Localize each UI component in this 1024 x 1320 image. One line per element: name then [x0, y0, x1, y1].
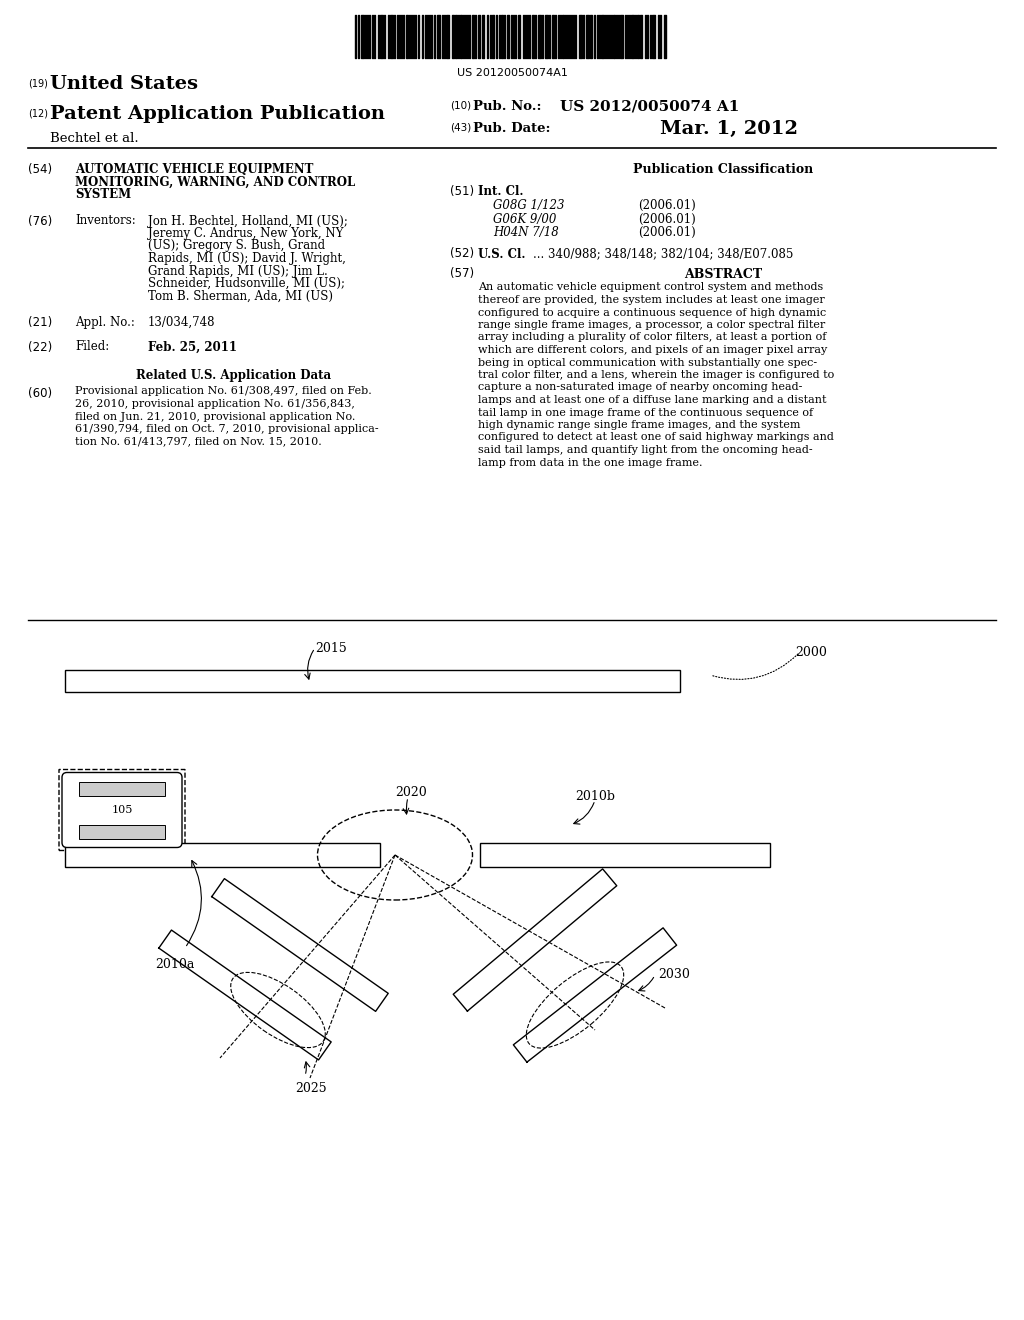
Text: Feb. 25, 2011: Feb. 25, 2011	[148, 341, 237, 354]
Text: being in optical communication with substantially one spec-: being in optical communication with subs…	[478, 358, 817, 367]
Bar	[79, 825, 165, 838]
Bar	[65, 843, 380, 867]
Text: tail lamp in one image frame of the continuous sequence of: tail lamp in one image frame of the cont…	[478, 408, 813, 417]
Text: G06K 9/00: G06K 9/00	[493, 213, 556, 226]
Text: Schneider, Hudsonville, MI (US);: Schneider, Hudsonville, MI (US);	[148, 277, 345, 290]
Text: Filed:: Filed:	[75, 341, 110, 354]
Text: Provisional application No. 61/308,497, filed on Feb.: Provisional application No. 61/308,497, …	[75, 387, 372, 396]
Text: 2020: 2020	[395, 785, 427, 799]
Text: (22): (22)	[28, 341, 52, 354]
Text: range single frame images, a processor, a color spectral filter: range single frame images, a processor, …	[478, 319, 825, 330]
FancyBboxPatch shape	[59, 770, 185, 850]
Text: 2010a: 2010a	[155, 958, 195, 972]
Text: Bechtel et al.: Bechtel et al.	[50, 132, 138, 145]
Text: United States: United States	[50, 75, 198, 92]
Text: tral color filter, and a lens, wherein the imager is configured to: tral color filter, and a lens, wherein t…	[478, 370, 835, 380]
Text: MONITORING, WARNING, AND CONTROL: MONITORING, WARNING, AND CONTROL	[75, 176, 355, 189]
Text: Patent Application Publication: Patent Application Publication	[50, 106, 385, 123]
Text: US 2012/0050074 A1: US 2012/0050074 A1	[560, 100, 739, 114]
Text: 2025: 2025	[295, 1082, 327, 1096]
Text: said tail lamps, and quantify light from the oncoming head-: said tail lamps, and quantify light from…	[478, 445, 813, 455]
Text: (54): (54)	[28, 162, 52, 176]
FancyBboxPatch shape	[62, 772, 182, 847]
Text: An automatic vehicle equipment control system and methods: An automatic vehicle equipment control s…	[478, 282, 823, 293]
Text: 26, 2010, provisional application No. 61/356,843,: 26, 2010, provisional application No. 61…	[75, 399, 355, 409]
Bar	[65, 671, 680, 692]
Text: filed on Jun. 21, 2010, provisional application No.: filed on Jun. 21, 2010, provisional appl…	[75, 412, 355, 421]
Text: (21): (21)	[28, 315, 52, 329]
Text: (51): (51)	[450, 185, 474, 198]
Text: G08G 1/123: G08G 1/123	[493, 199, 564, 213]
Text: Inventors:: Inventors:	[75, 214, 136, 227]
Text: Grand Rapids, MI (US); Jim L.: Grand Rapids, MI (US); Jim L.	[148, 264, 328, 277]
Text: 2015: 2015	[315, 642, 347, 655]
Text: (2006.01): (2006.01)	[638, 226, 695, 239]
Text: 2010b: 2010b	[575, 789, 615, 803]
Text: configured to detect at least one of said highway markings and: configured to detect at least one of sai…	[478, 433, 834, 442]
Text: (43): (43)	[450, 121, 471, 132]
Text: Tom B. Sherman, Ada, MI (US): Tom B. Sherman, Ada, MI (US)	[148, 289, 333, 302]
Text: (52): (52)	[450, 248, 474, 260]
Text: H04N 7/18: H04N 7/18	[493, 226, 559, 239]
Text: 105: 105	[112, 805, 133, 814]
Text: lamps and at least one of a diffuse lane marking and a distant: lamps and at least one of a diffuse lane…	[478, 395, 826, 405]
Text: ABSTRACT: ABSTRACT	[684, 268, 762, 281]
Bar	[480, 843, 770, 867]
Text: configured to acquire a continuous sequence of high dynamic: configured to acquire a continuous seque…	[478, 308, 826, 318]
Text: Pub. No.:: Pub. No.:	[473, 100, 542, 114]
Text: lamp from data in the one image frame.: lamp from data in the one image frame.	[478, 458, 702, 467]
Text: Mar. 1, 2012: Mar. 1, 2012	[660, 120, 798, 139]
Text: (2006.01): (2006.01)	[638, 199, 695, 213]
Text: (12): (12)	[28, 108, 48, 117]
Text: 2000: 2000	[795, 645, 826, 659]
Text: (US); Gregory S. Bush, Grand: (US); Gregory S. Bush, Grand	[148, 239, 326, 252]
Text: Publication Classification: Publication Classification	[633, 162, 813, 176]
Text: array including a plurality of color filters, at least a portion of: array including a plurality of color fil…	[478, 333, 826, 342]
Text: (19): (19)	[28, 78, 48, 88]
Text: (10): (10)	[450, 100, 471, 110]
Text: Jon H. Bechtel, Holland, MI (US);: Jon H. Bechtel, Holland, MI (US);	[148, 214, 348, 227]
Text: thereof are provided, the system includes at least one imager: thereof are provided, the system include…	[478, 294, 824, 305]
Text: (60): (60)	[28, 387, 52, 400]
Text: ... 340/988; 348/148; 382/104; 348/E07.085: ... 340/988; 348/148; 382/104; 348/E07.0…	[534, 248, 794, 260]
Text: Related U.S. Application Data: Related U.S. Application Data	[136, 370, 332, 381]
Text: (2006.01): (2006.01)	[638, 213, 695, 226]
Text: tion No. 61/413,797, filed on Nov. 15, 2010.: tion No. 61/413,797, filed on Nov. 15, 2…	[75, 437, 322, 446]
Text: SYSTEM: SYSTEM	[75, 187, 131, 201]
Text: which are different colors, and pixels of an imager pixel array: which are different colors, and pixels o…	[478, 345, 827, 355]
Text: AUTOMATIC VEHICLE EQUIPMENT: AUTOMATIC VEHICLE EQUIPMENT	[75, 162, 313, 176]
Text: Int. Cl.: Int. Cl.	[478, 185, 523, 198]
Text: 13/034,748: 13/034,748	[148, 315, 215, 329]
Text: 61/390,794, filed on Oct. 7, 2010, provisional applica-: 61/390,794, filed on Oct. 7, 2010, provi…	[75, 424, 379, 434]
Text: 2030: 2030	[658, 968, 690, 981]
Text: capture a non-saturated image of nearby oncoming head-: capture a non-saturated image of nearby …	[478, 383, 803, 392]
Text: U.S. Cl.: U.S. Cl.	[478, 248, 525, 260]
Bar	[79, 781, 165, 796]
Text: Pub. Date:: Pub. Date:	[473, 121, 551, 135]
Text: (57): (57)	[450, 268, 474, 281]
Text: Jeremy C. Andrus, New York, NY: Jeremy C. Andrus, New York, NY	[148, 227, 343, 240]
Text: high dynamic range single frame images, and the system: high dynamic range single frame images, …	[478, 420, 801, 430]
Text: Appl. No.:: Appl. No.:	[75, 315, 135, 329]
Text: (76): (76)	[28, 214, 52, 227]
Text: US 20120050074A1: US 20120050074A1	[457, 69, 567, 78]
Text: Rapids, MI (US); David J. Wright,: Rapids, MI (US); David J. Wright,	[148, 252, 346, 265]
